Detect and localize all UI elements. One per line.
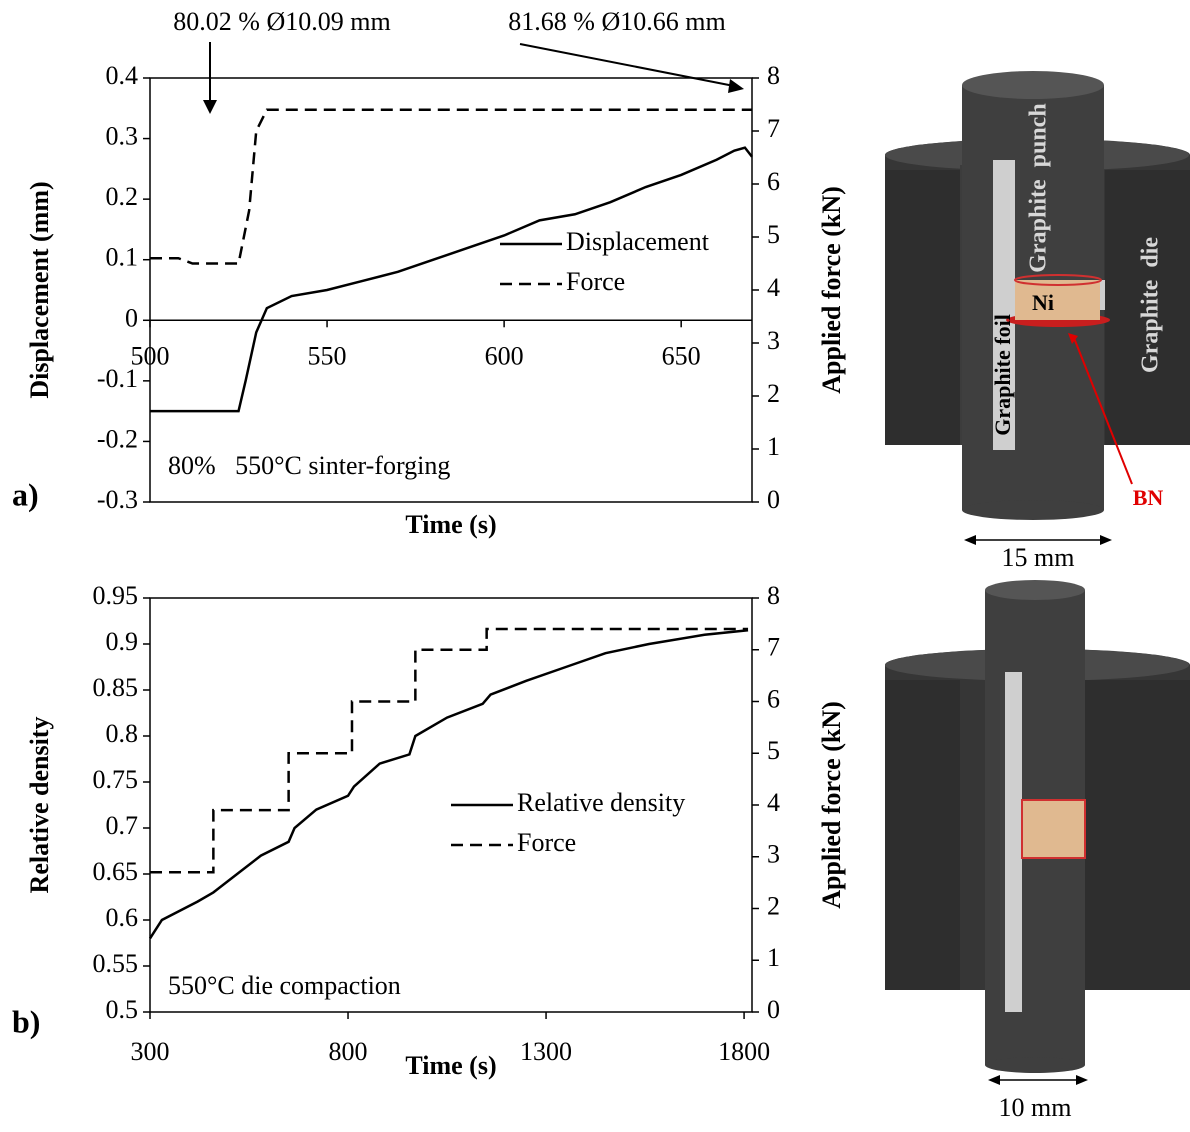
y-tick-label: 0.6 <box>106 903 139 932</box>
y2-tick-label: 2 <box>767 891 780 920</box>
y-tick-label: 0.75 <box>93 765 139 794</box>
y2-tick-label: 1 <box>767 943 780 972</box>
diagram-label: Graphite die <box>1138 237 1164 373</box>
y2-tick-label: 4 <box>767 788 780 817</box>
x-axis-title: Time (s) <box>405 510 496 539</box>
annotation: 80% 550°C sinter-forging <box>168 451 450 480</box>
y2-tick-label: 3 <box>767 840 780 869</box>
y2-tick-label: 0 <box>767 485 780 514</box>
y2-tick-label: 6 <box>767 167 780 196</box>
y2-tick-label: 6 <box>767 684 780 713</box>
diagram-label: Graphite foil <box>990 314 1015 436</box>
data-line <box>148 628 749 940</box>
data-line <box>150 627 749 874</box>
y2-tick-label: 7 <box>767 114 780 143</box>
y-tick-label: 0.55 <box>93 949 139 978</box>
legend-label: Force <box>566 267 625 296</box>
data-line <box>150 146 753 413</box>
y-axis-title: Relative density <box>25 717 54 894</box>
panel-label: a) <box>12 476 39 512</box>
y2-tick-label: 7 <box>767 633 780 662</box>
y-tick-label: -0.2 <box>97 424 138 453</box>
y-tick-label: 0.5 <box>106 995 139 1024</box>
arrowhead <box>203 100 217 114</box>
y-tick-label: -0.3 <box>97 485 138 514</box>
x-tick-label: 800 <box>329 1037 368 1066</box>
x-tick-label: 600 <box>485 341 524 370</box>
x-tick-label: 1800 <box>718 1037 770 1066</box>
y2-tick-label: 2 <box>767 379 780 408</box>
diagram-label: 15 mm <box>1002 543 1075 572</box>
x-tick-label: 650 <box>662 341 701 370</box>
y-tick-label: 0.1 <box>106 243 139 272</box>
plot-frame <box>149 77 753 503</box>
y-tick-label: 0.65 <box>93 857 139 886</box>
annotation: 80.02 % Ø10.09 mm <box>173 7 390 36</box>
y-tick-label: 0.9 <box>106 627 139 656</box>
annotation: 81.68 % Ø10.66 mm <box>508 7 725 36</box>
y-tick-label: 0.7 <box>106 811 139 840</box>
y2-tick-label: 3 <box>767 326 780 355</box>
y-tick-label: 0.85 <box>93 673 139 702</box>
x-tick-label: 550 <box>308 341 347 370</box>
panel-label: b) <box>12 1003 40 1039</box>
y2-tick-label: 1 <box>767 432 780 461</box>
y2-tick-label: 4 <box>767 273 780 302</box>
legend-label: Force <box>517 828 576 857</box>
y2-tick-label: 0 <box>767 995 780 1024</box>
y-tick-label: -0.1 <box>97 364 138 393</box>
y2-tick-label: 8 <box>767 581 780 610</box>
x-tick-label: 300 <box>131 1037 170 1066</box>
arrowhead <box>728 79 744 93</box>
y-tick-label: 0.8 <box>106 719 139 748</box>
y-tick-label: 0.3 <box>106 122 139 151</box>
diagram-label: 10 mm <box>999 1093 1072 1122</box>
y2-tick-label: 8 <box>767 61 780 90</box>
y-axis-title: Displacement (mm) <box>25 181 54 398</box>
diagram-top <box>885 71 1190 545</box>
y2-tick-label: 5 <box>767 220 780 249</box>
arrow <box>519 43 735 87</box>
y2-tick-label: 5 <box>767 736 780 765</box>
annotation: 550°C die compaction <box>168 971 401 1000</box>
y-tick-label: 0 <box>125 303 138 332</box>
diagram-label: BN <box>1133 485 1164 510</box>
legend-label: Displacement <box>566 227 710 256</box>
y2-axis-title: Applied force (kN) <box>817 701 846 909</box>
diagram-label: Ni <box>1032 290 1054 315</box>
diagram-label: Graphite punch <box>1026 103 1052 272</box>
x-tick-label: 500 <box>131 341 170 370</box>
data-line <box>150 108 752 265</box>
y-tick-label: 0.4 <box>106 61 139 90</box>
y2-axis-title: Applied force (kN) <box>817 186 846 394</box>
diagram-bottom <box>885 580 1190 1085</box>
y-tick-label: 0.95 <box>93 581 139 610</box>
x-tick-label: 1300 <box>520 1037 572 1066</box>
y-tick-label: 0.2 <box>106 182 139 211</box>
legend-label: Relative density <box>517 788 685 817</box>
x-axis-title: Time (s) <box>405 1051 496 1080</box>
